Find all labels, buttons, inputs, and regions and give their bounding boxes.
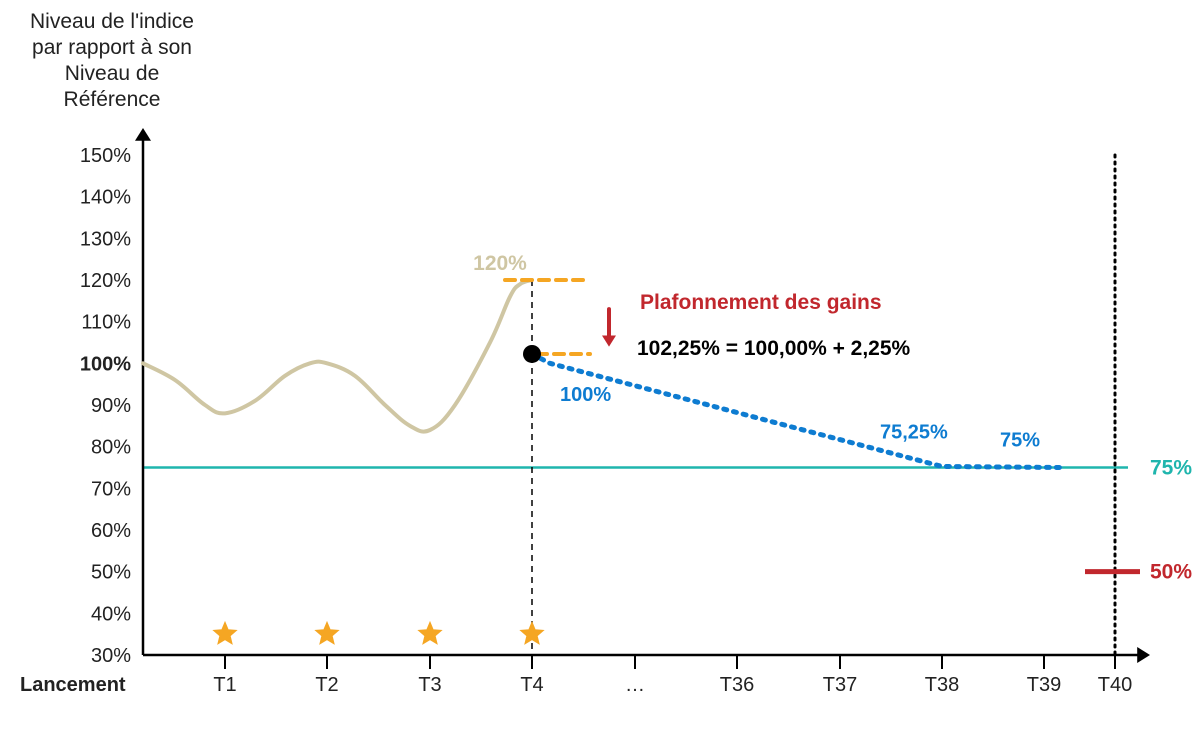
x-tick-label: T38 [925, 674, 959, 696]
y-axis-title-line: Référence [64, 88, 161, 111]
cap-title: Plafonnement des gains [640, 291, 882, 314]
cap-point [523, 345, 541, 363]
index-level-chart: Niveau de l'indice par rapport à son Nivea… [0, 0, 1199, 731]
y-tick-label: 130% [80, 228, 131, 250]
x-tick-label: T36 [720, 674, 754, 696]
x-tick-label: T4 [520, 674, 543, 696]
y-tick-label: 150% [80, 145, 131, 167]
star-icon [419, 622, 442, 644]
y-axis-title-line: par rapport à son [32, 36, 192, 59]
y-tick-label: 50% [91, 562, 131, 584]
y-tick-label: 80% [91, 437, 131, 459]
y-axis-title-line: Niveau de [65, 62, 160, 85]
cap-value: 102,25% = 100,00% + 2,25% [637, 337, 911, 360]
y-tick-label: 110% [81, 312, 131, 334]
threshold-label-75: 75% [1150, 457, 1192, 480]
star-icon [214, 622, 237, 644]
star-icon [316, 622, 339, 644]
x-tick-label: T39 [1027, 674, 1061, 696]
blue-label: 75,25% [880, 421, 948, 443]
blue-label: 100% [560, 384, 611, 406]
y-tick-label: 30% [91, 645, 131, 667]
y-tick-label: 140% [80, 187, 131, 209]
x-tick-label: … [625, 674, 645, 696]
x-tick-label: T2 [315, 674, 338, 696]
arrowhead [602, 335, 616, 346]
index-curve [143, 280, 532, 432]
x-tick-label: T40 [1098, 674, 1132, 696]
y-tick-label: 40% [91, 603, 131, 625]
y-tick-label: 100% [80, 353, 131, 375]
x-tick-label: T1 [213, 674, 236, 696]
y-tick-label: 60% [91, 520, 131, 542]
x-tick-label: T3 [418, 674, 441, 696]
cap-label-120: 120% [473, 252, 527, 275]
x-axis-origin-label: Lancement [20, 674, 126, 696]
x-tick-label: T37 [823, 674, 857, 696]
blue-label: 75% [1000, 430, 1040, 452]
y-tick-label: 70% [91, 478, 131, 500]
star-icon [521, 622, 544, 644]
red-50-label: 50% [1150, 561, 1192, 584]
y-tick-label: 90% [91, 395, 131, 417]
arrowhead [135, 128, 151, 141]
y-axis-title-line: Niveau de l'indice [30, 10, 194, 33]
arrowhead [1137, 647, 1150, 663]
blue-dotted-path [532, 354, 1060, 468]
y-tick-label: 120% [80, 270, 131, 292]
